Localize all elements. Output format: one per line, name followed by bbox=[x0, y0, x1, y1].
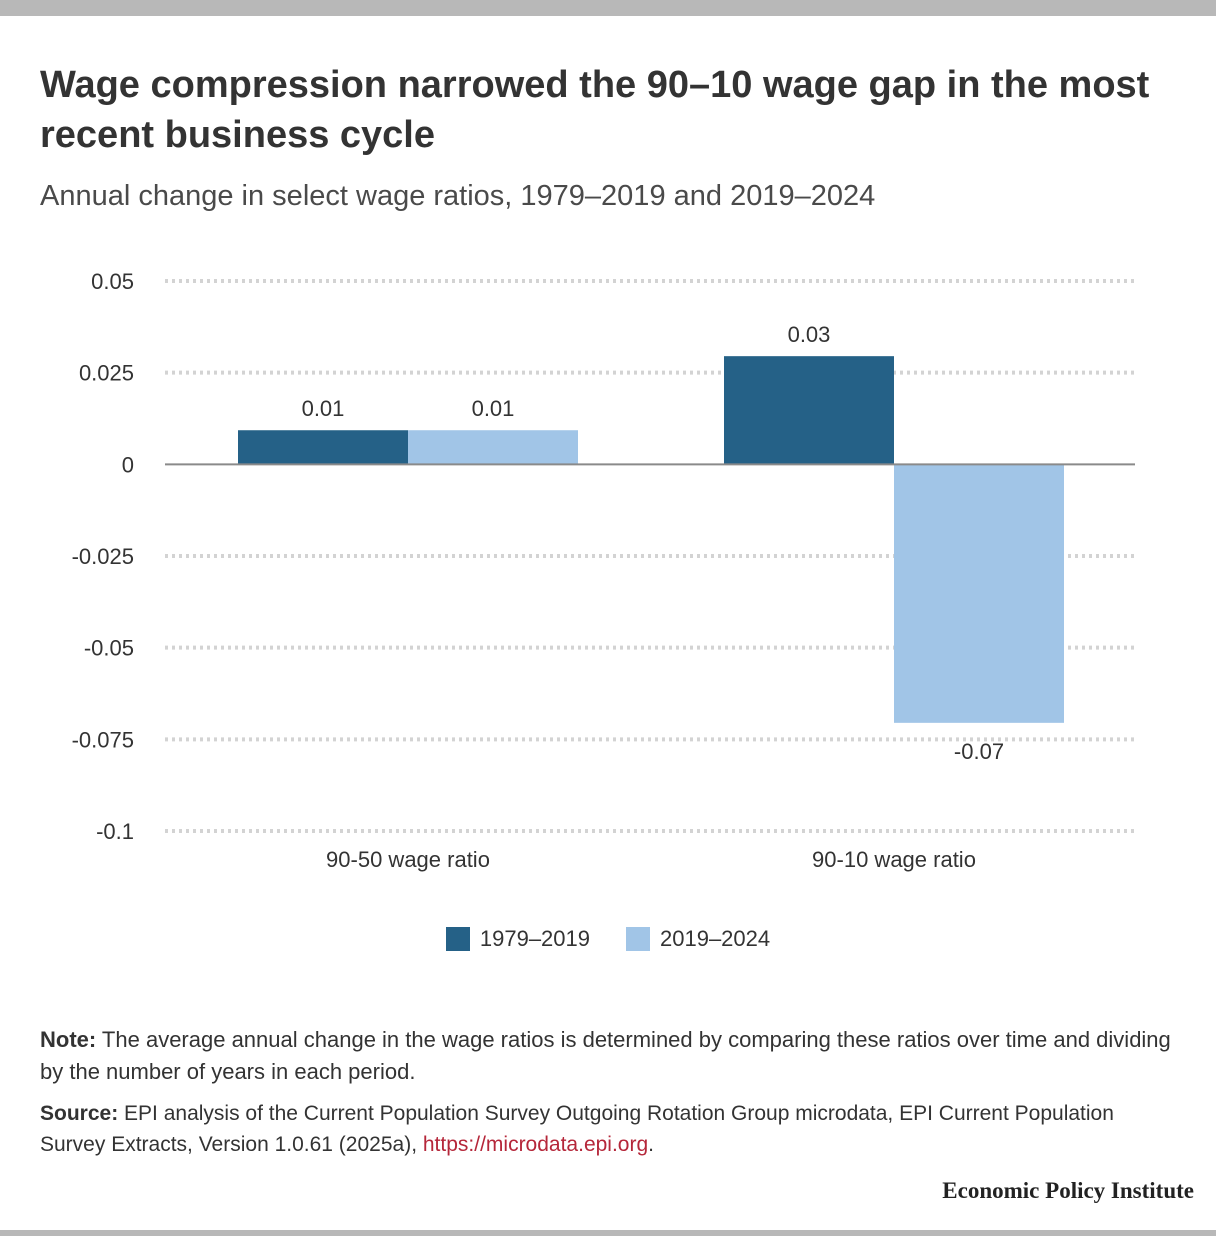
brand-logo: Economic Policy Institute bbox=[942, 1178, 1194, 1203]
bar-chart: 0.05 0.025 0 -0.025 -0.05 -0.075 -0.1 0.01 0.03 0… bbox=[72, 269, 1135, 872]
data-label: 0.01 bbox=[302, 396, 345, 421]
source-text: EPI analysis of the Current Population S… bbox=[40, 1102, 1114, 1156]
note-label: Note: bbox=[40, 1027, 97, 1052]
legend-label-series-2: 2019–2024 bbox=[660, 926, 771, 951]
y-tick-label: 0 bbox=[122, 452, 134, 477]
chart-legend: 1979–2019 2019–2024 bbox=[0, 926, 1216, 952]
y-tick-label: 0.05 bbox=[91, 269, 134, 294]
y-tick-label: 0.025 bbox=[79, 361, 134, 386]
chart-note: Note: The average annual change in the w… bbox=[40, 1024, 1180, 1088]
x-category-label: 90-50 wage ratio bbox=[326, 847, 490, 872]
legend-label-series-1: 1979–2019 bbox=[479, 926, 590, 951]
y-tick-label: -0.1 bbox=[96, 819, 134, 844]
y-tick-label: -0.025 bbox=[72, 544, 134, 569]
chart-source: Source: EPI analysis of the Current Popu… bbox=[40, 1098, 1180, 1160]
bar bbox=[238, 430, 408, 465]
legend-item-series-1: 1979–2019 bbox=[445, 926, 590, 952]
note-text: The average annual change in the wage ra… bbox=[40, 1027, 1171, 1084]
bottom-border-bar bbox=[0, 1230, 1216, 1236]
x-category-label: 90-10 wage ratio bbox=[812, 847, 976, 872]
data-label: 0.03 bbox=[788, 322, 831, 347]
source-end: . bbox=[648, 1133, 654, 1156]
bar bbox=[894, 464, 1064, 723]
y-tick-label: -0.05 bbox=[84, 636, 134, 661]
legend-swatch-series-1 bbox=[445, 927, 470, 951]
y-tick-label: -0.075 bbox=[72, 727, 134, 752]
bar bbox=[724, 356, 894, 465]
source-label: Source: bbox=[40, 1102, 119, 1125]
source-link[interactable]: https://microdata.epi.org bbox=[422, 1133, 649, 1156]
chart-title: Wage compression narrowed the 90–10 wage… bbox=[40, 64, 1150, 156]
top-border-bar bbox=[0, 0, 1216, 16]
data-label: 0.01 bbox=[472, 396, 515, 421]
chart-subtitle: Annual change in select wage ratios, 197… bbox=[40, 180, 876, 212]
data-label: -0.07 bbox=[954, 739, 1004, 764]
legend-item-series-2: 2019–2024 bbox=[626, 926, 770, 952]
bar bbox=[408, 430, 578, 465]
legend-swatch-series-2 bbox=[626, 927, 650, 951]
